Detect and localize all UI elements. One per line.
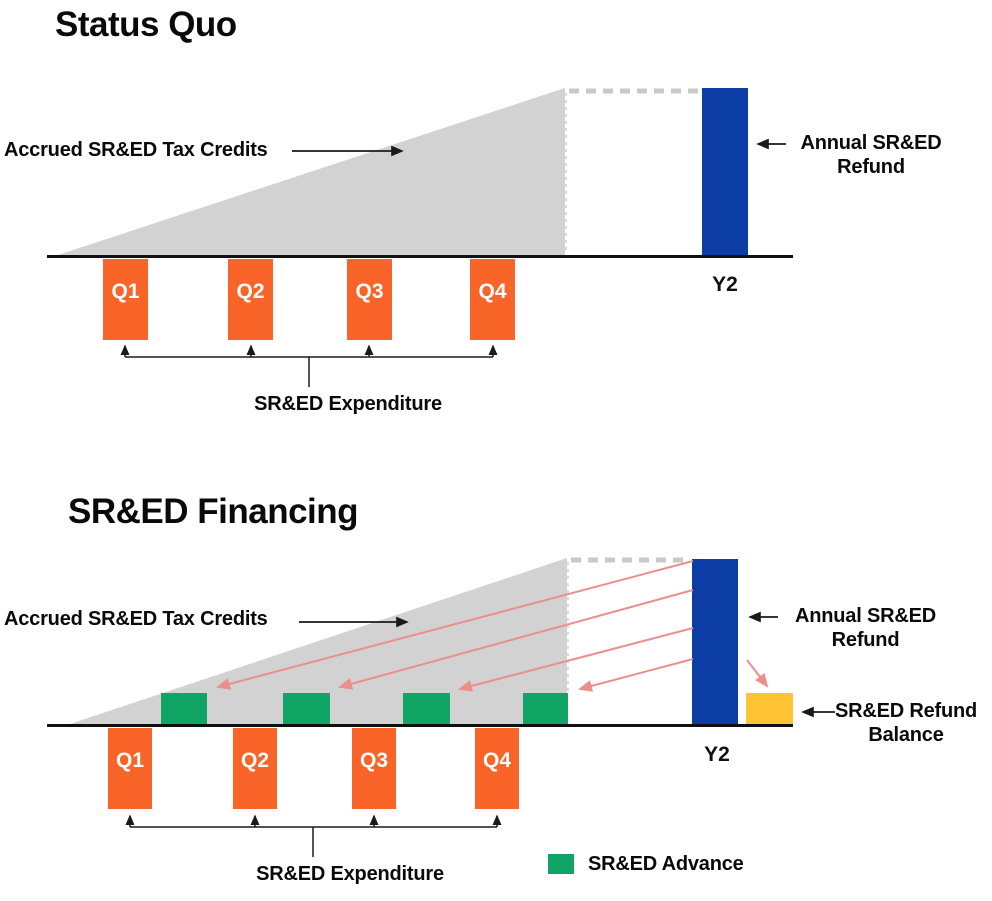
refund-balance-bar — [746, 693, 793, 724]
advance-arrow-q4 — [578, 658, 694, 692]
expenditure-bracket-status-quo — [120, 344, 498, 387]
advance-legend-swatch — [548, 854, 574, 874]
expenditure-bar-q3: Q3 — [352, 728, 396, 809]
accrual-cap-dashed-line — [567, 557, 689, 692]
accrued-credits-label: Accrued SR&ED Tax Credits — [4, 608, 268, 630]
advance-bar-q3 — [403, 693, 450, 724]
advance-bar-q1 — [161, 693, 207, 724]
annual-refund-bar — [702, 88, 748, 255]
annual-refund-label: Annual SR&ED Refund — [795, 605, 936, 652]
accrual-cap-dashed-line — [565, 88, 700, 254]
year-2-label: Y2 — [704, 743, 730, 766]
expenditure-bar-q1: Q1 — [103, 259, 148, 340]
expenditure-bracket-financing — [125, 814, 502, 857]
timeline-axis — [47, 255, 793, 258]
expenditure-bar-q4: Q4 — [470, 259, 515, 340]
accrued-credits-triangle — [58, 88, 565, 255]
expenditure-label: SR&ED Expenditure — [256, 863, 444, 885]
refund-balance-label: SR&ED Refund Balance — [834, 700, 978, 747]
expenditure-bar-q3: Q3 — [347, 259, 392, 340]
accrued-credits-label: Accrued SR&ED Tax Credits — [4, 139, 268, 161]
advance-bar-q2 — [283, 693, 330, 724]
expenditure-bar-q2: Q2 — [228, 259, 273, 340]
expenditure-bar-q4: Q4 — [475, 728, 519, 809]
advance-bar-q4 — [523, 693, 568, 724]
expenditure-bar-q2: Q2 — [233, 728, 277, 809]
year-2-label: Y2 — [712, 273, 738, 296]
annual-refund-label: Annual SR&ED Refund — [800, 132, 942, 179]
expenditure-label: SR&ED Expenditure — [254, 393, 442, 415]
sred-financing-title: SR&ED Financing — [68, 492, 359, 531]
refund-to-balance-arrow — [746, 659, 769, 688]
advance-legend-label: SR&ED Advance — [588, 853, 744, 875]
timeline-axis — [47, 724, 793, 727]
status-quo-title: Status Quo — [55, 5, 237, 44]
annual-refund-bar — [692, 559, 738, 724]
expenditure-bar-q1: Q1 — [108, 728, 152, 809]
